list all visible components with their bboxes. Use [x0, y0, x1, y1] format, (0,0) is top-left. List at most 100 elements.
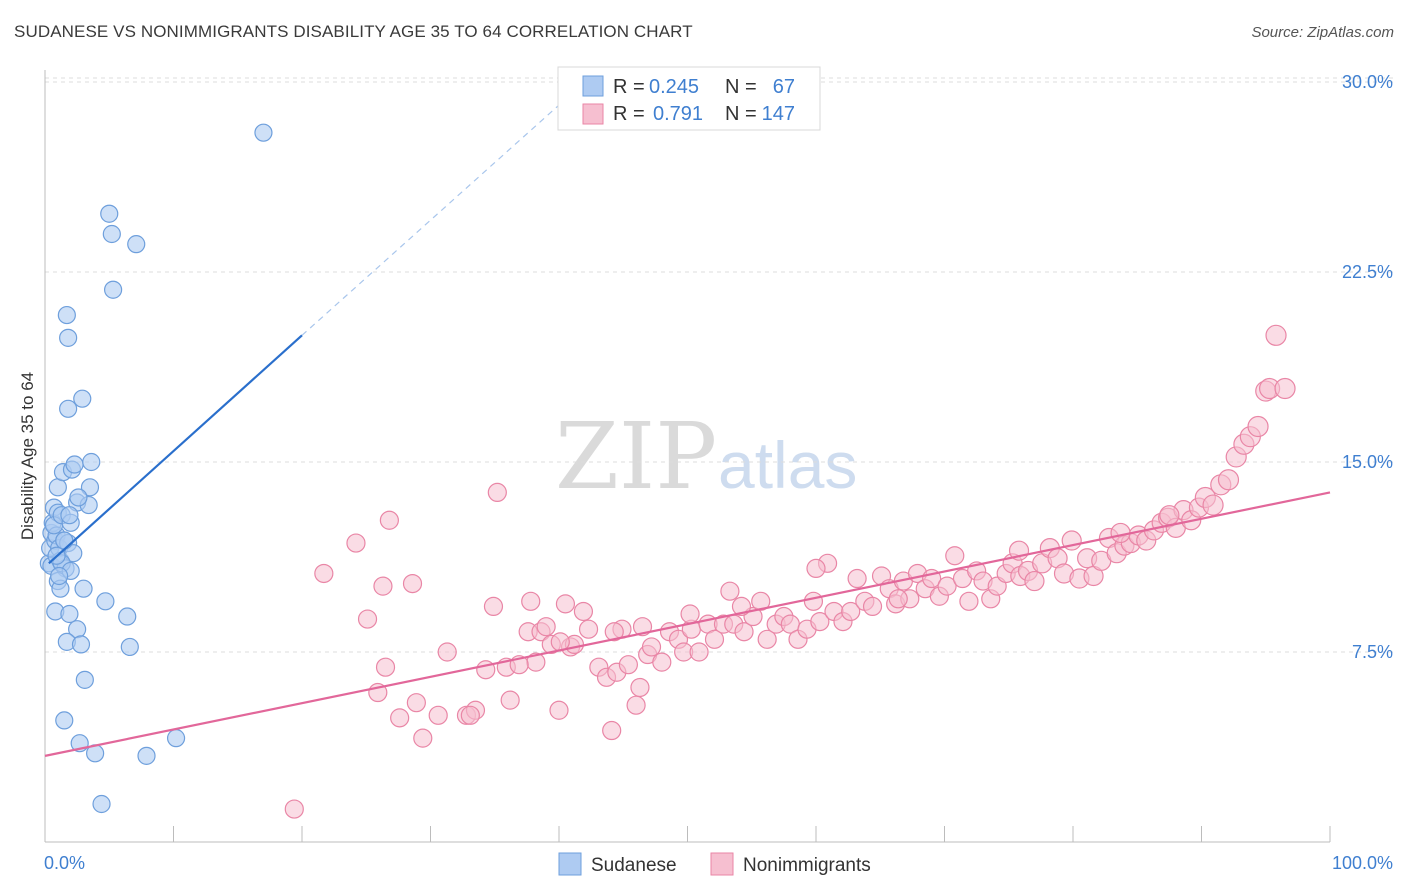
sudanese-point: [74, 579, 93, 598]
nonimmigrants-point: [402, 573, 423, 594]
nonimmigrants-point: [428, 705, 448, 725]
y-axis-tick-labels: 7.5% 15.0% 22.5% 30.0%: [1342, 72, 1393, 662]
legend-bottom-swatch-sudanese: [558, 852, 582, 876]
nonimmigrants-point: [284, 799, 304, 819]
legend-bottom-label-nonimmigrants: Nonimmigrants: [743, 855, 871, 876]
sudanese-point: [118, 607, 137, 626]
sudanese-point: [75, 670, 94, 689]
nonimmigrants-point: [500, 690, 520, 710]
nonimmigrants-point: [632, 617, 653, 637]
nonimmigrants-point: [945, 546, 965, 566]
nonimmigrants-point: [626, 695, 646, 715]
nonimmigrants-point: [841, 601, 861, 622]
watermark-atlas: atlas: [718, 428, 857, 502]
nonimmigrants-point: [604, 622, 624, 642]
nonimmigrants-point: [652, 652, 672, 672]
nonimmigrants-point: [806, 558, 826, 579]
chart-title: SUDANESE VS NONIMMIGRANTS DISABILITY AGE…: [14, 22, 693, 41]
nonimmigrants-point: [373, 576, 393, 596]
nonimmigrants-point: [437, 642, 457, 662]
sudanese-trend-line: [48, 334, 303, 565]
nonimmigrants-point: [1202, 494, 1224, 516]
legend-n-value-1: 67: [773, 76, 795, 98]
watermark-zip: ZIP: [555, 403, 717, 510]
nonimmigrants-point: [803, 591, 824, 611]
legend-bottom-swatch-nonimmigrants: [710, 852, 734, 876]
nonimmigrants-point: [959, 591, 979, 611]
legend-swatch-sudanese: [582, 75, 604, 97]
nonimmigrants-point: [460, 705, 480, 725]
y-tick-label-1: 15.0%: [1342, 452, 1393, 472]
sudanese-point: [104, 280, 123, 299]
sudanese-point: [59, 328, 78, 347]
sudanese-point: [120, 637, 139, 657]
legend-r-value-2: 0.791: [653, 103, 703, 125]
sudanese-point: [57, 305, 76, 325]
nonimmigrants-point: [937, 576, 957, 596]
nonimmigrants-point: [578, 619, 599, 639]
nonimmigrants-points: [284, 324, 1296, 819]
nonimmigrants-point: [549, 700, 569, 720]
legend-r-value-1: 0.245: [649, 76, 699, 98]
y-tick-label-3: 30.0%: [1342, 72, 1393, 92]
nonimmigrants-point: [521, 591, 541, 611]
nonimmigrants-point: [487, 482, 507, 502]
sudanese-point: [55, 711, 74, 730]
legend-n-label-1: N =: [725, 76, 757, 98]
nonimmigrants-point: [720, 581, 740, 601]
sudanese-point: [100, 204, 119, 223]
nonimmigrants-point: [862, 596, 883, 617]
y-tick-label-2: 22.5%: [1342, 262, 1393, 282]
sudanese-point: [69, 488, 88, 507]
trend-lines: [44, 81, 1331, 757]
watermark: ZIP atlas: [555, 403, 857, 510]
sudanese-point: [60, 506, 79, 525]
sudanese-point: [80, 478, 100, 497]
nonimmigrants-point: [734, 622, 754, 642]
legend-r-label-2: R =: [613, 103, 645, 125]
sudanese-point: [71, 635, 91, 654]
nonimmigrants-point: [1217, 469, 1240, 491]
nonimmigrants-point: [731, 596, 752, 617]
nonimmigrants-point: [390, 708, 410, 728]
sudanese-point: [96, 592, 115, 611]
sudanese-point: [92, 794, 111, 814]
nonimmigrants-point: [641, 637, 662, 657]
sudanese-point: [254, 123, 273, 142]
nonimmigrants-point: [847, 568, 867, 589]
nonimmigrants-trend-line: [44, 491, 1331, 757]
sudanese-point: [55, 531, 74, 550]
nonimmigrants-point: [1159, 505, 1180, 526]
legend-bottom-label-sudanese: Sudanese: [591, 855, 677, 876]
sudanese-point: [82, 452, 101, 472]
nonimmigrants-point: [379, 510, 399, 530]
legend-swatch-nonimmigrants: [582, 103, 604, 125]
sudanese-point: [73, 389, 92, 408]
nonimmigrants-point: [630, 677, 650, 698]
nonimmigrants-point: [314, 563, 334, 584]
nonimmigrants-point: [346, 533, 366, 553]
sudanese-point: [166, 729, 186, 748]
nonimmigrants-point: [602, 720, 622, 741]
nonimmigrants-point: [618, 655, 638, 675]
nonimmigrants-point: [757, 629, 777, 649]
legend-top: R = 0.245 N = 67 R = 0.791 N = 147: [557, 66, 821, 131]
legend-r-label-1: R =: [613, 76, 645, 98]
nonimmigrants-point: [810, 611, 830, 632]
nonimmigrants-point: [1247, 415, 1269, 438]
nonimmigrants-point: [680, 604, 700, 624]
sudanese-point: [59, 399, 78, 418]
nonimmigrants-point: [406, 693, 426, 713]
nonimmigrants-point: [1265, 324, 1287, 346]
sudanese-point: [65, 455, 84, 474]
x-tick-label-max: 100.0%: [1332, 853, 1393, 873]
nonimmigrants-point: [573, 601, 594, 622]
nonimmigrants-point: [751, 591, 771, 611]
nonimmigrants-point: [689, 642, 709, 662]
y-axis-title: Disability Age 35 to 64: [18, 372, 37, 540]
sudanese-trend-extension: [301, 81, 586, 336]
sudanese-point: [50, 566, 69, 586]
nonimmigrants-point: [888, 589, 908, 609]
x-tick-label-min: 0.0%: [44, 853, 85, 873]
